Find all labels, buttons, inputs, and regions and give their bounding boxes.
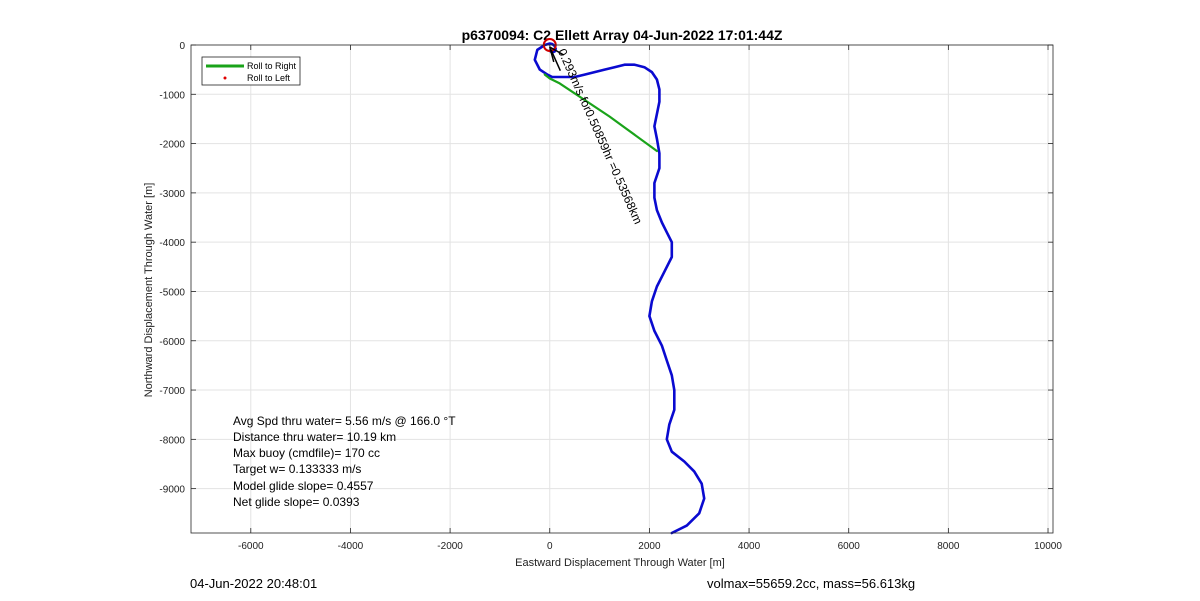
stat-distance: Distance thru water= 10.19 km	[233, 430, 396, 444]
y-tick-label: -8000	[159, 435, 185, 446]
x-tick-label: 2000	[638, 541, 661, 552]
x-tick-label: 8000	[937, 541, 960, 552]
current-arrow-head-a	[549, 46, 565, 56]
y-tick-label: -1000	[159, 90, 185, 101]
x-tick-label: 6000	[838, 541, 861, 552]
y-tick-label: 0	[179, 41, 185, 52]
legend-box	[201, 56, 301, 86]
stat-model-glide: Model glide slope= 0.4557	[233, 479, 374, 493]
axes: -6000 -4000 -2000 0 2000 4000 6000 8000 10000 0 -1…	[159, 41, 1062, 552]
x-axis-label: Eastward Displacement Through Water [m]	[515, 557, 725, 569]
grid-lines	[191, 44, 1053, 533]
plot-frame	[190, 44, 1054, 534]
x-tick-label: 4000	[738, 541, 761, 552]
stat-avg-speed: Avg Spd thru water= 5.56 m/s @ 166.0 °T	[233, 414, 456, 428]
roll-right-line	[543, 73, 659, 153]
x-tick-label: -4000	[338, 541, 364, 552]
y-axis-label: Northward Displacement Through Water [m]	[143, 183, 155, 398]
y-tick-label: -4000	[159, 238, 185, 249]
stat-net-glide: Net glide slope= 0.0393	[233, 495, 360, 509]
legend-swatch-roll-left	[223, 76, 227, 80]
current-arrow-head-b	[549, 46, 555, 63]
x-tick-label: -6000	[238, 541, 264, 552]
glider-track-line	[533, 42, 706, 535]
y-tick-label: -9000	[159, 485, 185, 496]
y-tick-label: -3000	[159, 189, 185, 200]
x-tick-label: -2000	[437, 541, 463, 552]
x-tick-label: 0	[547, 541, 553, 552]
x-tick-label: 10000	[1034, 541, 1062, 552]
data-layer	[533, 38, 706, 535]
y-tick-label: -6000	[159, 337, 185, 348]
footer-timestamp: 04-Jun-2022 20:48:01	[190, 576, 318, 591]
legend-label-roll-right: Roll to Right	[247, 61, 297, 71]
footer-volmax-mass: volmax=55659.2cc, mass=56.613kg	[707, 576, 916, 591]
y-tick-label: -5000	[159, 287, 185, 298]
y-tick-label: -7000	[159, 386, 185, 397]
stat-target-w: Target w= 0.133333 m/s	[233, 462, 361, 476]
stats-annotation: Avg Spd thru water= 5.56 m/s @ 166.0 °T …	[233, 414, 456, 509]
arrow-annotation-text: 0.293m/s for0.50859hr =0.53568km	[555, 46, 645, 226]
stat-max-buoy: Max buoy (cmdfile)= 170 cc	[233, 446, 380, 460]
legend: Roll to Right Roll to Left	[201, 56, 301, 86]
chart-title: p6370094: C2 Ellett Array 04-Jun-2022 17…	[462, 27, 783, 43]
legend-label-roll-left: Roll to Left	[247, 73, 291, 83]
y-tick-label: -2000	[159, 140, 185, 151]
